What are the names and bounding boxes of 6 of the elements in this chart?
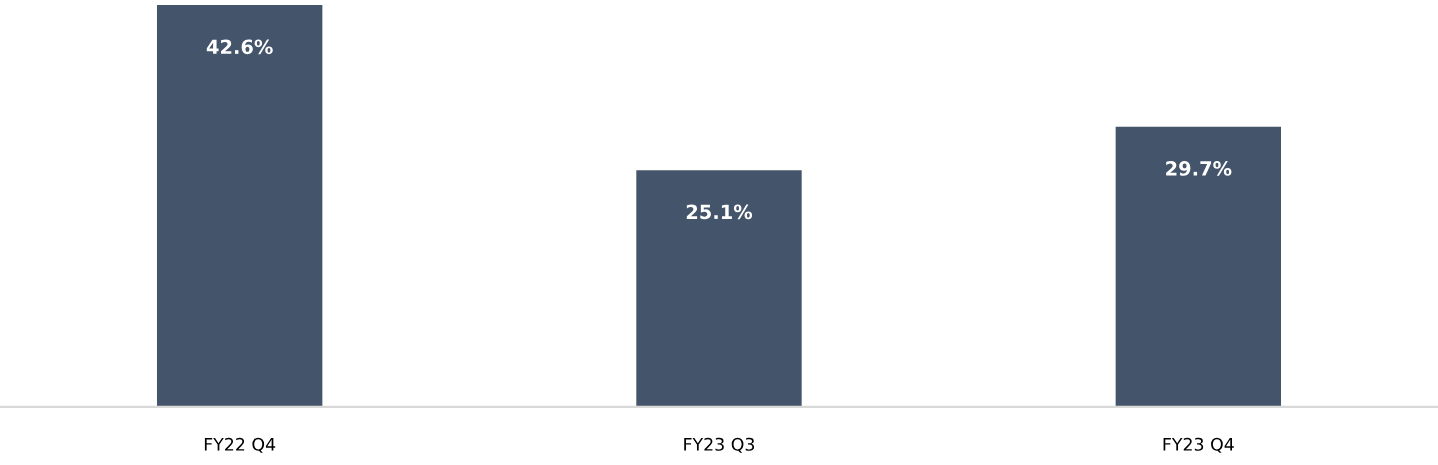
data-label: 42.6% bbox=[206, 39, 273, 55]
x-tick-label: FY23 Q3 bbox=[684, 437, 755, 453]
data-label: 29.7% bbox=[1166, 161, 1232, 176]
x-tick-label: FY23 Q4 bbox=[1163, 437, 1234, 453]
x-tick-label: FY22 Q4 bbox=[204, 437, 276, 453]
data-label: 25.1% bbox=[686, 204, 753, 220]
